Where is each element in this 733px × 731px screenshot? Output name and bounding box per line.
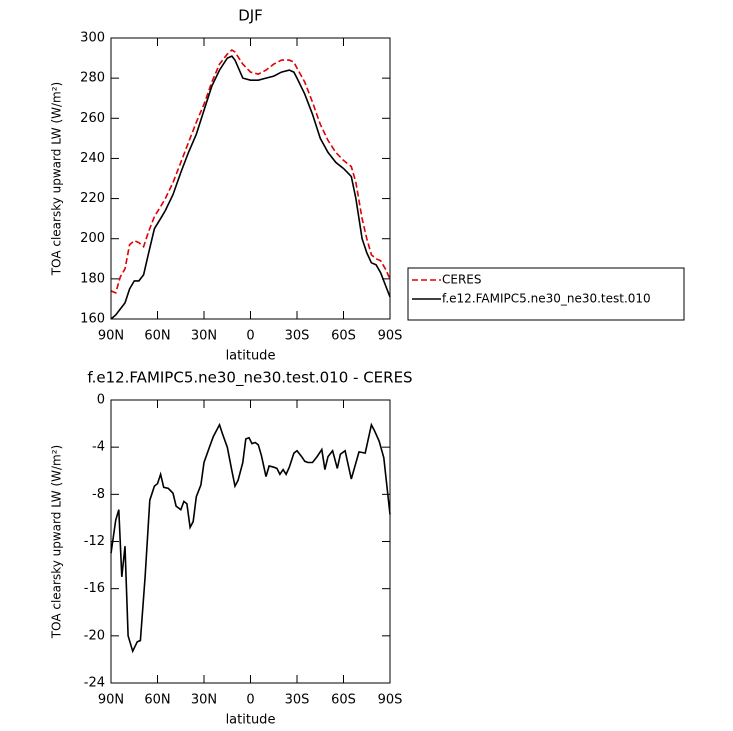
plot-frame — [110, 37, 391, 320]
x-tick-label: 90N — [98, 329, 124, 344]
chart-title: f.e12.FAMIPC5.ne30_ne30.test.010 - CERES — [87, 369, 412, 388]
y-tick-label: 280 — [80, 71, 105, 86]
legend-box — [407, 267, 685, 321]
x-tick-label: 0 — [246, 693, 254, 708]
x-tick-label: 30N — [191, 693, 217, 708]
data-line — [110, 48, 391, 294]
x-axis-label: latitude — [226, 349, 276, 364]
legend-label: CERES — [442, 273, 482, 287]
y-axis-label: TOA clearsky upward LW (W/m²) — [50, 445, 64, 639]
x-tick-label: 90S — [378, 693, 403, 708]
x-tick-label: 30S — [285, 329, 310, 344]
y-tick-label: 160 — [80, 312, 105, 327]
x-tick-label: 90S — [378, 329, 403, 344]
y-tick-label: 260 — [80, 111, 105, 126]
y-tick-label: -16 — [84, 581, 105, 596]
y-tick-label: -24 — [84, 676, 105, 691]
y-tick-label: -20 — [84, 628, 105, 643]
x-tick-label: 90N — [98, 693, 124, 708]
x-axis-label: latitude — [226, 713, 276, 728]
chart-title: DJF — [238, 7, 263, 25]
y-tick-label: 0 — [97, 393, 105, 408]
y-tick-label: 240 — [80, 151, 105, 166]
plot-frame — [110, 399, 391, 684]
x-tick-label: 60N — [144, 329, 170, 344]
y-tick-label: 220 — [80, 191, 105, 206]
data-line — [110, 422, 391, 654]
x-tick-label: 60S — [331, 693, 356, 708]
x-tick-label: 30S — [285, 693, 310, 708]
y-tick-label: -12 — [84, 534, 105, 549]
y-tick-label: 180 — [80, 271, 105, 286]
legend-label: f.e12.FAMIPC5.ne30_ne30.test.010 — [442, 292, 651, 306]
x-tick-label: 60N — [144, 693, 170, 708]
y-tick-label: 300 — [80, 31, 105, 46]
y-tick-label: -8 — [92, 487, 105, 502]
x-tick-label: 0 — [246, 329, 254, 344]
y-tick-label: -4 — [92, 440, 105, 455]
x-tick-label: 30N — [191, 329, 217, 344]
y-tick-label: 200 — [80, 231, 105, 246]
x-tick-label: 60S — [331, 329, 356, 344]
data-line — [110, 55, 391, 320]
y-axis-label: TOA clearsky upward LW (W/m²) — [50, 82, 64, 276]
